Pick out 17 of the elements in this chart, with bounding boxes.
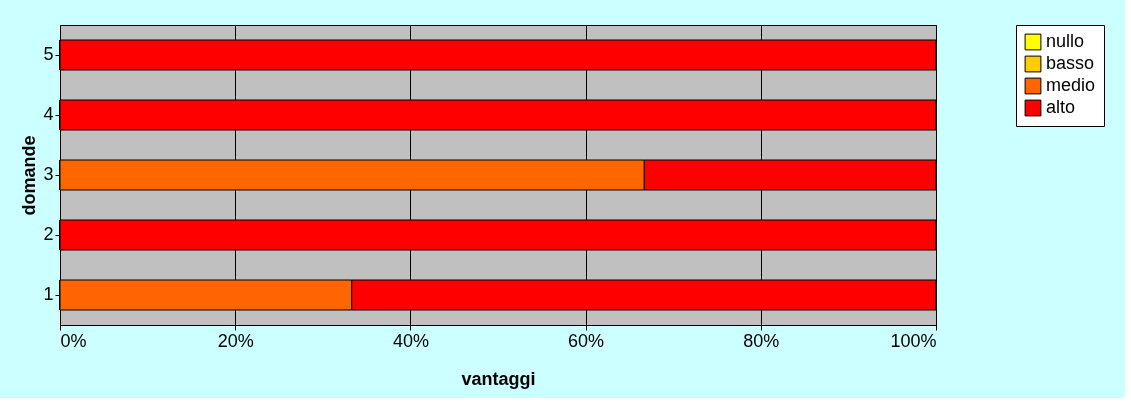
x-tick-label: 40% — [392, 330, 429, 351]
legend-label: medio — [1046, 75, 1096, 95]
y-tick-label: 2 — [43, 224, 54, 244]
y-tick-label: 3 — [43, 164, 54, 184]
y-tick-label: 1 — [43, 284, 54, 304]
y-tick-label: 5 — [43, 44, 54, 64]
x-tick-label: 80% — [743, 330, 780, 351]
legend-label: basso — [1046, 53, 1095, 73]
legend-label: nullo — [1046, 31, 1085, 51]
x-tick-label: 20% — [217, 330, 254, 351]
y-axis-title: domande — [19, 135, 40, 216]
x-tick-label: 60% — [568, 330, 605, 351]
y-tick-label: 4 — [43, 104, 54, 124]
x-axis-title: vantaggi — [461, 368, 536, 389]
x-tick-label: 100% — [890, 330, 937, 351]
legend-label: alto — [1046, 97, 1076, 117]
x-tick-label: 0% — [60, 330, 87, 351]
